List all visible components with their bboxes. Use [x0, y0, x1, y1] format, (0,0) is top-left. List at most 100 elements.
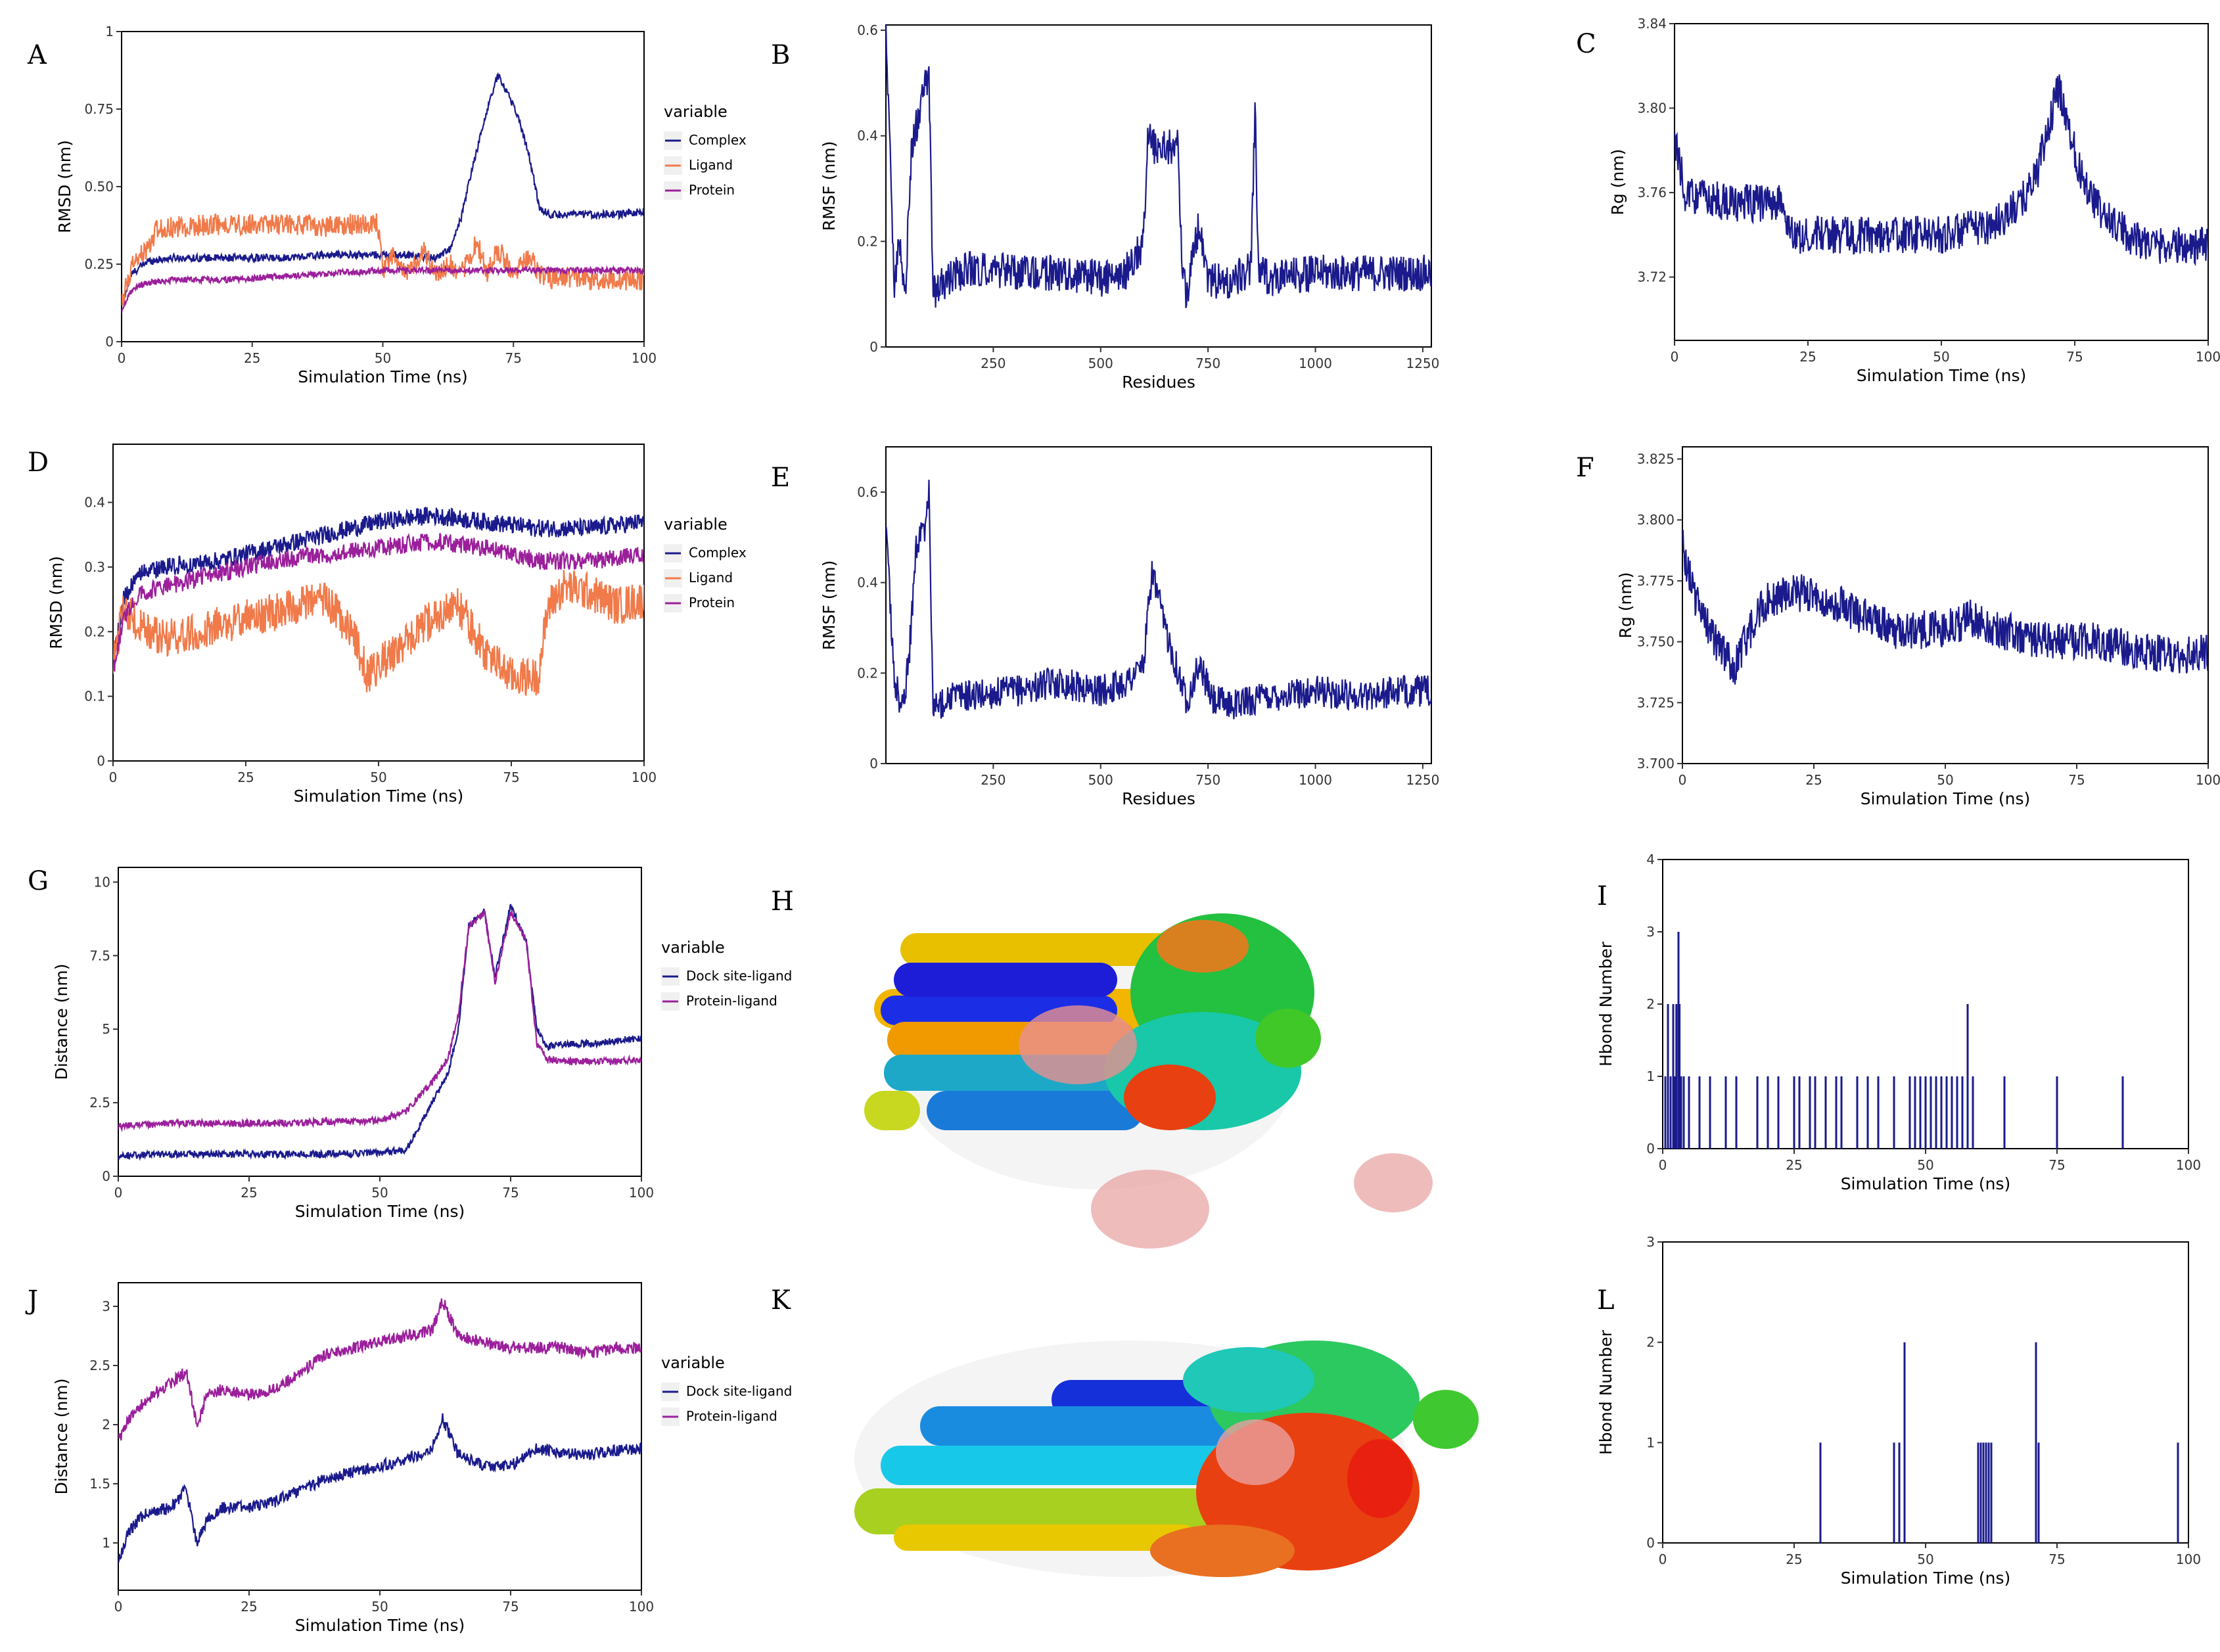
hbond-bar [1840, 1076, 1843, 1149]
y-axis-label: RMSF (nm) [820, 561, 839, 651]
y-tick-label: 0.6 [857, 22, 878, 38]
hbond-bar [1675, 1004, 1678, 1149]
legend-title: variable [664, 515, 728, 534]
x-tick-label: 75 [2048, 1157, 2065, 1173]
y-tick-label: 0.4 [84, 495, 105, 511]
y-tick-label: 0.2 [857, 665, 878, 681]
panel-letter-f: F [1576, 453, 1594, 483]
plot-frame [885, 446, 1432, 764]
hbond-bar [1951, 1076, 1953, 1149]
x-tick-label: 750 [1195, 356, 1220, 371]
x-tick-label: 75 [503, 769, 519, 785]
hbond-bar [1767, 1076, 1769, 1149]
legend-entry: Protein [689, 182, 735, 198]
hbond-bar [1866, 1076, 1869, 1149]
y-axis-label: Hbond Number [1596, 941, 1615, 1067]
y-tick-label: 2 [1646, 996, 1655, 1012]
legend-entry: Ligand [689, 570, 733, 585]
plot-frame [885, 24, 1432, 348]
plot-frame [112, 444, 645, 762]
y-axis-label: Distance (nm) [52, 1379, 71, 1495]
x-axis-label: Simulation Time (ns) [295, 1616, 465, 1635]
y-tick-label: 10 [94, 874, 110, 890]
y-tick-label: 3.80 [1637, 101, 1667, 116]
plot-area [886, 480, 1431, 720]
x-tick-label: 25 [1805, 772, 1822, 788]
legend-title: variable [661, 1354, 725, 1372]
x-tick-label: 25 [1799, 349, 1816, 365]
x-tick-label: 0 [1678, 772, 1687, 788]
y-tick-label: 0.3 [84, 559, 105, 575]
hbond-bar [1898, 1442, 1901, 1543]
hbond-bar [1814, 1076, 1816, 1149]
x-tick-label: 250 [981, 772, 1006, 788]
x-tick-label: 0 [114, 1185, 123, 1201]
y-tick-label: 3.750 [1637, 634, 1675, 650]
y-axis-label: RMSD (nm) [55, 140, 74, 233]
hbond-bar [1893, 1076, 1895, 1149]
plot-area [1682, 530, 2208, 685]
x-tick-label: 750 [1195, 772, 1220, 788]
y-tick-label: 0 [869, 756, 878, 771]
x-tick-label: 75 [2048, 1551, 2065, 1567]
x-tick-label: 75 [502, 1185, 519, 1201]
x-axis-label: Simulation Time (ns) [298, 367, 468, 386]
y-tick-label: 0.4 [857, 128, 878, 144]
x-tick-label: 0 [1659, 1157, 1667, 1173]
x-axis-label: Simulation Time (ns) [295, 1202, 465, 1221]
hbond-bar [1979, 1442, 1982, 1543]
hbond-bar [2177, 1442, 2179, 1543]
hbond-bar [1698, 1076, 1701, 1149]
y-tick-label: 2.5 [89, 1095, 110, 1111]
x-tick-label: 1000 [1299, 356, 1332, 371]
panel-letter-d: D [28, 447, 49, 478]
plot-area [1664, 932, 2124, 1149]
plot-frame [118, 867, 642, 1177]
series-line-protein [113, 532, 644, 672]
hbond-bar [1961, 1076, 1964, 1149]
hbond-bar [1856, 1076, 1859, 1149]
hbond-bar [1709, 1076, 1711, 1149]
hbond-bar [1688, 1076, 1690, 1149]
hbond-bar [1990, 1442, 1993, 1543]
y-tick-label: 0 [97, 753, 105, 769]
y-tick-label: 0.50 [84, 179, 114, 195]
hbond-bar [1908, 1076, 1911, 1149]
x-tick-label: 50 [1937, 772, 1953, 788]
y-tick-label: 0.2 [857, 233, 878, 249]
y-tick-label: 3.825 [1637, 451, 1675, 467]
y-tick-label: 0 [105, 334, 114, 350]
hbond-bar [1756, 1076, 1759, 1149]
plot-area [113, 506, 644, 697]
y-tick-label: 3.72 [1637, 269, 1667, 285]
chart-panel-l-hbond: 0 25 50 75 100 0 1 2 3 Simulation Time (ns) Hbond … [1596, 1234, 2201, 1588]
plot-area [118, 1298, 641, 1563]
plot-area [886, 25, 1431, 308]
x-tick-label: 100 [632, 350, 657, 366]
x-tick-label: 50 [371, 1599, 388, 1615]
hbond-bar [2037, 1442, 2040, 1543]
hbond-bar [1924, 1076, 1927, 1149]
hbond-bar [1735, 1076, 1738, 1149]
y-axis-label: Hbond Number [1596, 1329, 1615, 1455]
y-tick-label: 2 [1646, 1335, 1655, 1350]
y-axis-label: Distance (nm) [52, 964, 71, 1080]
x-tick-label: 1250 [1406, 772, 1439, 788]
x-tick-label: 1000 [1299, 772, 1332, 788]
chart-panel-g-distance: 0 25 50 75 100 0 2.5 5 7.5 10 Simulation Time (ns)… [52, 867, 792, 1221]
series-line-ligand [122, 213, 644, 306]
x-axis-label: Residues [1122, 373, 1195, 392]
hbond-bar [1982, 1442, 1985, 1543]
legend: variable Dock site-ligand Protein-ligand [661, 938, 792, 1011]
x-tick-label: 50 [1917, 1551, 1933, 1567]
x-tick-label: 250 [981, 356, 1006, 371]
hbond-bar [1835, 1076, 1838, 1149]
protein-ribbon-ensemble-icon [864, 913, 1433, 1249]
panel-letter-l: L [1597, 1285, 1615, 1316]
legend: variable Complex Ligand Protein [664, 515, 747, 612]
y-tick-label: 2 [102, 1417, 110, 1433]
x-tick-label: 75 [2068, 772, 2085, 788]
hbond-bar [1966, 1004, 1969, 1149]
chart-panel-i-hbond: 0 25 50 75 100 0 1 2 3 4 Simulation Time (ns) Hbond… [1596, 852, 2201, 1193]
